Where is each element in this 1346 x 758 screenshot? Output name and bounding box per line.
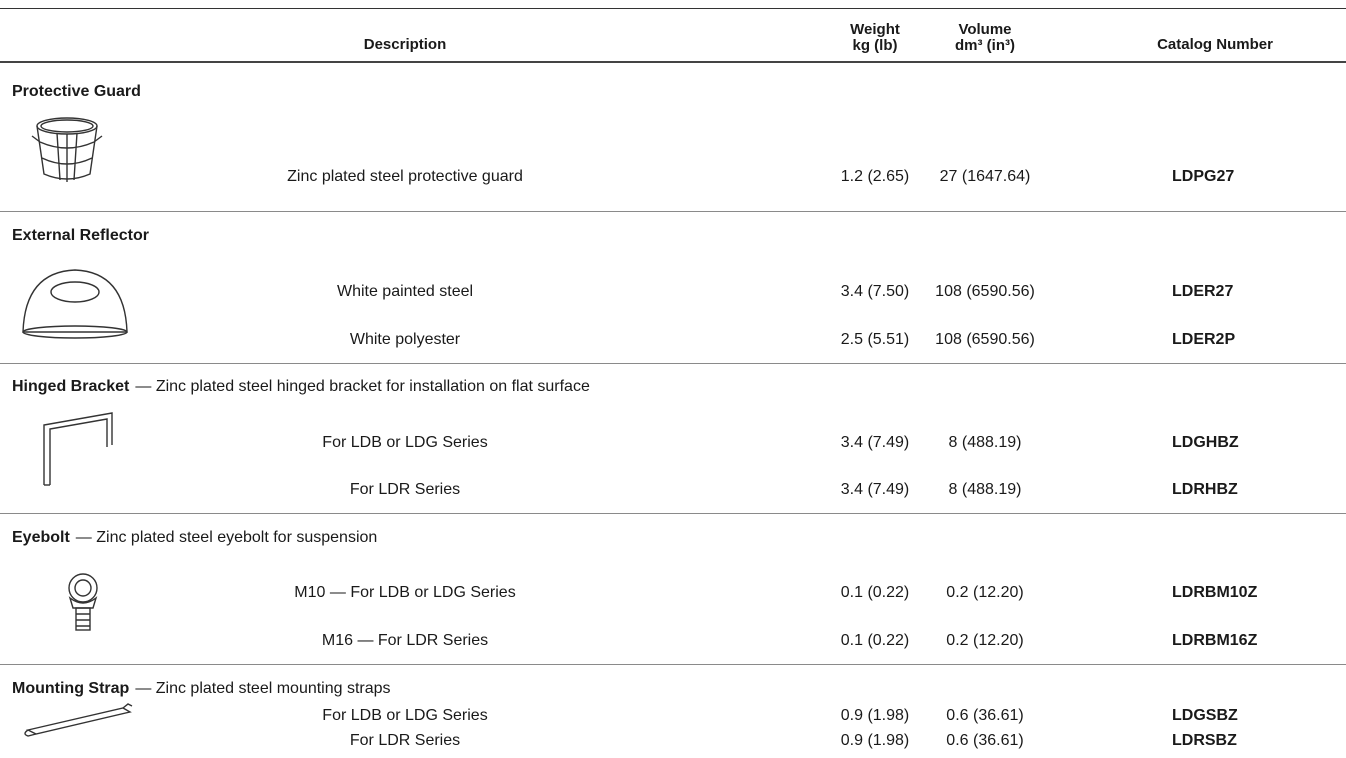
row-volume: 27 (1647.64) bbox=[939, 168, 1031, 185]
row-catalog-number: LDRHBZ bbox=[1172, 481, 1238, 498]
row-weight: 0.9 (1.98) bbox=[840, 732, 910, 749]
header-catalog-number: Catalog Number bbox=[1157, 36, 1273, 53]
group-note: — Zinc plated steel hinged bracket for i… bbox=[135, 378, 590, 395]
icon-part bbox=[68, 573, 98, 603]
product-icon bbox=[68, 573, 98, 631]
row-catalog-number: LDER2P bbox=[1172, 331, 1236, 348]
group-note: — Zinc plated steel eyebolt for suspensi… bbox=[75, 529, 378, 546]
row-weight: 0.1 (0.22) bbox=[840, 632, 910, 649]
icon-part bbox=[56, 132, 78, 182]
row-catalog-number: LDRBM16Z bbox=[1172, 632, 1258, 649]
row-weight: 2.5 (5.51) bbox=[840, 331, 910, 348]
header-weight-label: Weight bbox=[850, 21, 900, 38]
group-title: Hinged Bracket bbox=[12, 378, 130, 395]
row-weight: 0.9 (1.98) bbox=[840, 707, 910, 724]
product-icon bbox=[43, 412, 113, 486]
icon-part bbox=[75, 607, 91, 631]
icon-part bbox=[22, 325, 128, 339]
row-volume: 0.2 (12.20) bbox=[946, 632, 1024, 649]
header-volume-unit: dm³ (in³) bbox=[955, 37, 1015, 54]
row-description: For LDR Series bbox=[349, 481, 461, 498]
header-description: Description bbox=[363, 36, 447, 53]
row-weight: 3.4 (7.50) bbox=[840, 283, 910, 300]
row-volume: 0.2 (12.20) bbox=[946, 584, 1024, 601]
row-description: For LDB or LDG Series bbox=[322, 707, 488, 724]
group-rule bbox=[0, 363, 1346, 364]
icon-part bbox=[74, 579, 92, 597]
header-weight-unit: kg (lb) bbox=[852, 37, 898, 54]
group-rule bbox=[0, 664, 1346, 665]
icon-part bbox=[24, 729, 37, 737]
group-heading: Hinged Bracket — Zinc plated steel hinged… bbox=[12, 378, 590, 396]
row-volume: 8 (488.19) bbox=[948, 434, 1022, 451]
group-heading: Eyebolt — Zinc plated steel eyebolt for s… bbox=[12, 529, 377, 547]
row-catalog-number: LDER27 bbox=[1172, 283, 1234, 300]
row-description: For LDB or LDG Series bbox=[322, 434, 488, 451]
group-rule bbox=[0, 211, 1346, 212]
row-description: M10 — For LDB or LDG Series bbox=[294, 584, 516, 601]
row-volume: 108 (6590.56) bbox=[935, 283, 1035, 300]
row-description: White painted steel bbox=[336, 283, 474, 300]
row-volume: 108 (6590.56) bbox=[935, 331, 1035, 348]
icon-part bbox=[122, 703, 133, 709]
header-rule bbox=[0, 61, 1346, 63]
row-weight: 1.2 (2.65) bbox=[840, 168, 910, 185]
icon-part bbox=[76, 613, 90, 627]
row-volume: 0.6 (36.61) bbox=[946, 707, 1024, 724]
row-description: For LDR Series bbox=[349, 732, 461, 749]
row-volume: 8 (488.19) bbox=[948, 481, 1022, 498]
group-heading: External Reflector bbox=[12, 227, 149, 245]
group-title: Eyebolt bbox=[12, 529, 70, 546]
row-catalog-number: LDRSBZ bbox=[1172, 732, 1237, 749]
row-catalog-number: LDPG27 bbox=[1172, 168, 1235, 185]
row-weight: 3.4 (7.49) bbox=[840, 481, 910, 498]
header-volume-label: Volume bbox=[958, 21, 1012, 38]
product-icon bbox=[22, 269, 128, 339]
row-description: White polyester bbox=[349, 331, 461, 348]
top-rule bbox=[0, 8, 1346, 9]
group-note: — Zinc plated steel mounting straps bbox=[135, 680, 391, 697]
row-weight: 3.4 (7.49) bbox=[840, 434, 910, 451]
group-title: Protective Guard bbox=[12, 83, 141, 100]
row-catalog-number: LDGSBZ bbox=[1172, 707, 1238, 724]
header-weight: Weight kg (lb) bbox=[850, 22, 900, 54]
icon-part bbox=[50, 281, 100, 303]
icon-part bbox=[22, 269, 128, 333]
icon-part bbox=[31, 135, 103, 143]
group-heading: Mounting Strap — Zinc plated steel mounti… bbox=[12, 680, 391, 698]
row-description: M16 — For LDR Series bbox=[321, 632, 489, 649]
row-catalog-number: LDRBM10Z bbox=[1172, 584, 1258, 601]
group-title: External Reflector bbox=[12, 227, 149, 244]
icon-part bbox=[43, 412, 113, 485]
product-icon bbox=[24, 703, 133, 737]
group-title: Mounting Strap bbox=[12, 680, 130, 697]
header-volume: Volume dm³ (in³) bbox=[955, 22, 1015, 54]
row-description: Zinc plated steel protective guard bbox=[287, 168, 523, 185]
row-weight: 0.1 (0.22) bbox=[840, 584, 910, 601]
icon-part bbox=[40, 119, 94, 133]
row-volume: 0.6 (36.61) bbox=[946, 732, 1024, 749]
icon-part bbox=[25, 707, 132, 735]
group-rule bbox=[0, 513, 1346, 514]
product-icon bbox=[31, 117, 103, 182]
icon-part bbox=[68, 596, 98, 609]
row-catalog-number: LDGHBZ bbox=[1172, 434, 1239, 451]
group-heading: Protective Guard bbox=[12, 83, 141, 101]
